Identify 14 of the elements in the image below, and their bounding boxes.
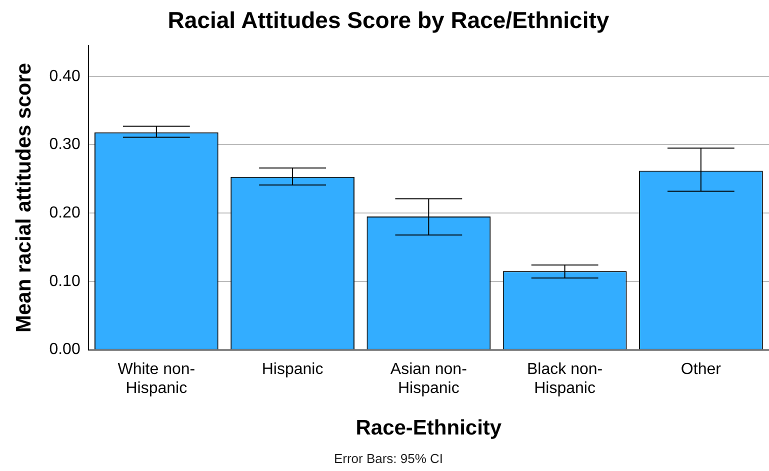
chart-title: Racial Attitudes Score by Race/Ethnicity	[168, 7, 610, 34]
y-tick-label: 0.40	[49, 68, 80, 85]
text: Error Bars: 95% CI	[334, 450, 444, 466]
x-tick-label: Hispanic	[262, 360, 324, 378]
x-tick-label: Black non-Hispanic	[527, 360, 603, 398]
y-axis-title: Mean racial attitudes score	[12, 62, 36, 333]
y-tick-label: 0.20	[49, 204, 80, 222]
y-tick-label: 0.00	[49, 341, 80, 358]
x-tick-label: Asian non-Hispanic	[390, 360, 467, 398]
x-tick-label: Other	[680, 360, 722, 378]
y-tick-label: 0.30	[49, 136, 80, 154]
x-tick-label: White non-Hispanic	[118, 360, 196, 398]
y-tick-label: 0.10	[49, 272, 80, 290]
x-axis-title: Race-Ethnicity	[356, 416, 502, 440]
